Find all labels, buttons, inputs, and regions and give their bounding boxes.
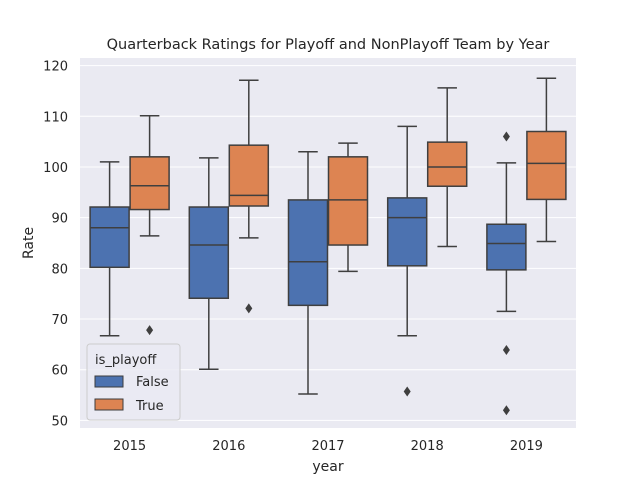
box-true-2017 bbox=[327, 142, 369, 273]
box-false-2019 bbox=[486, 131, 527, 416]
outlier-point bbox=[245, 303, 253, 314]
outlier-point bbox=[502, 131, 510, 142]
box-true-2016 bbox=[228, 79, 270, 314]
box-iqr bbox=[426, 141, 468, 187]
box-series bbox=[89, 77, 567, 416]
x-axis-ticks: 2015 2016 2017 2018 2019 bbox=[113, 439, 543, 454]
box-true-2015 bbox=[129, 115, 170, 336]
box-false-2017 bbox=[287, 151, 329, 395]
legend-label-false: False bbox=[136, 375, 169, 390]
box-false-2018 bbox=[386, 125, 428, 397]
x-tick-label: 2019 bbox=[510, 439, 543, 454]
y-tick-label: 90 bbox=[51, 212, 68, 227]
legend: is_playoff False True bbox=[86, 343, 181, 421]
y-tick-label: 50 bbox=[51, 414, 68, 429]
y-axis-ticks: 50 60 70 80 90 100 110 120 bbox=[43, 60, 68, 430]
box-true-2019 bbox=[526, 77, 567, 243]
y-tick-label: 60 bbox=[51, 364, 68, 379]
y-tick-label: 70 bbox=[51, 313, 68, 328]
legend-title: is_playoff bbox=[95, 353, 157, 368]
x-tick-label: 2016 bbox=[212, 439, 245, 454]
outlier-point bbox=[146, 325, 154, 336]
legend-swatch-true bbox=[94, 398, 124, 411]
outlier-point bbox=[502, 405, 510, 416]
chart-title: Quarterback Ratings for Playoff and NonP… bbox=[107, 37, 550, 53]
legend-label-true: True bbox=[135, 399, 164, 414]
y-tick-label: 110 bbox=[43, 110, 68, 125]
y-tick-label: 80 bbox=[51, 262, 68, 277]
box-iqr bbox=[188, 206, 230, 299]
y-axis-title: Rate bbox=[21, 227, 37, 259]
legend-swatch-false bbox=[94, 375, 124, 388]
box-iqr bbox=[228, 144, 270, 207]
box-iqr bbox=[287, 199, 329, 307]
outlier-point bbox=[403, 386, 411, 397]
box-iqr bbox=[486, 223, 527, 271]
x-tick-label: 2017 bbox=[311, 439, 344, 454]
x-axis-title: year bbox=[312, 459, 343, 475]
y-tick-label: 100 bbox=[43, 161, 68, 176]
box-iqr bbox=[526, 130, 567, 201]
x-tick-label: 2015 bbox=[113, 439, 146, 454]
box-false-2016 bbox=[188, 157, 230, 370]
y-tick-label: 120 bbox=[43, 60, 68, 75]
x-tick-label: 2018 bbox=[411, 439, 444, 454]
box-iqr bbox=[129, 156, 170, 211]
box-iqr bbox=[327, 156, 369, 246]
box-iqr bbox=[89, 206, 130, 269]
box-iqr bbox=[386, 197, 428, 267]
outlier-point bbox=[502, 344, 510, 355]
box-true-2018 bbox=[426, 87, 468, 248]
box-false-2015 bbox=[89, 161, 130, 337]
